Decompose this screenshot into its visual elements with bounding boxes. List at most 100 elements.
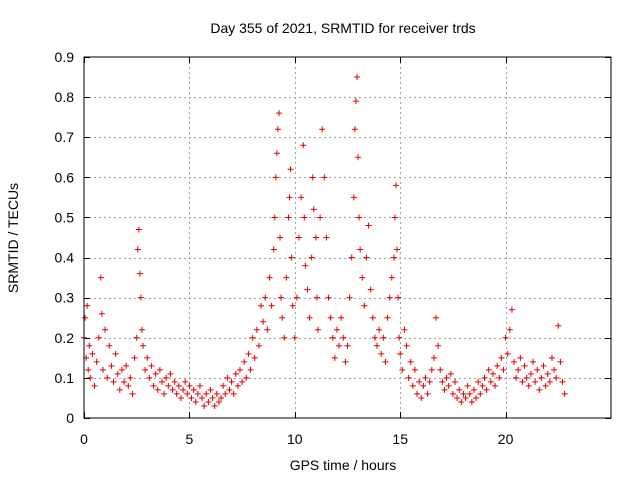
data-point [355,154,362,161]
data-point [142,366,149,373]
data-point [161,390,168,397]
data-point [136,270,143,277]
data-point [557,358,564,365]
data-point [353,74,360,81]
axis-ticks [84,57,611,419]
x-tick-label: 20 [498,431,514,447]
y-tick-label: 0.5 [55,209,75,225]
data-point [376,326,383,333]
data-point [378,350,385,357]
plot-frame [83,56,612,419]
data-point [323,234,330,241]
data-point [243,374,250,381]
data-point [401,326,408,333]
x-tick-labels: 0 5 10 15 20 [80,431,513,447]
data-point [468,398,475,405]
data-point [302,262,309,269]
data-point [489,370,496,377]
data-point [540,362,547,369]
data-point [196,382,203,389]
y-tick-label: 0.4 [55,250,75,266]
data-point [175,382,182,389]
data-point [285,214,292,221]
data-point [278,294,285,301]
data-point [251,354,258,361]
data-point [137,294,144,301]
data-point [369,314,376,321]
data-point [538,374,545,381]
data-point [523,374,530,381]
data-point [180,386,187,393]
data-point [156,366,163,373]
data-point [234,382,241,389]
data-point [171,378,178,385]
data-point [437,366,444,373]
data-point [449,390,456,397]
data-point [506,326,513,333]
data-point [492,382,499,389]
data-point [359,274,366,281]
data-point [424,390,431,397]
data-point [306,314,313,321]
data-point [365,222,372,229]
data-point [133,334,140,341]
data-point [452,378,459,385]
data-point [293,294,300,301]
data-point [114,370,121,377]
data-point [82,314,89,321]
data-point [108,362,115,369]
y-tick-label: 0.9 [55,49,75,65]
data-point [215,398,222,405]
data-point [527,370,534,377]
data-point [441,386,448,393]
data-point [158,378,165,385]
data-point [228,378,235,385]
data-point [403,342,410,349]
data-point [447,370,454,377]
data-point [346,294,353,301]
data-point [340,334,347,341]
data-point [530,358,537,365]
data-point [274,126,281,133]
data-point [173,390,180,397]
data-point [470,386,477,393]
data-point [273,150,280,157]
data-point [534,366,541,373]
data-point [542,382,549,389]
data-point [321,174,328,181]
data-point [496,374,503,381]
data-point [414,390,421,397]
data-point [338,314,345,321]
y-tick-label: 0.3 [55,290,75,306]
data-point [466,390,473,397]
data-point [182,378,189,385]
data-point [277,234,284,241]
grid [84,57,611,418]
data-point [532,378,539,385]
data-point [220,382,227,389]
data-point [245,350,252,357]
data-point [270,246,277,253]
data-point [435,342,442,349]
data-point [296,234,303,241]
x-tick-label: 0 [80,431,88,447]
data-point [374,342,381,349]
data-point [443,374,450,381]
data-point [209,394,216,401]
data-point [396,334,403,341]
data-point [456,386,463,393]
data-point [395,294,402,301]
data-point [154,386,161,393]
data-point [479,382,486,389]
data-point [298,194,305,201]
data-point [91,382,98,389]
data-point [371,334,378,341]
data-point [511,358,518,365]
data-point [188,394,195,401]
data-point [416,378,423,385]
data-point [230,390,237,397]
chart-title: Day 355 of 2021, SRMTID for receiver trd… [210,20,475,36]
data-point [548,354,555,361]
data-point [399,366,406,373]
data-point [392,182,399,189]
